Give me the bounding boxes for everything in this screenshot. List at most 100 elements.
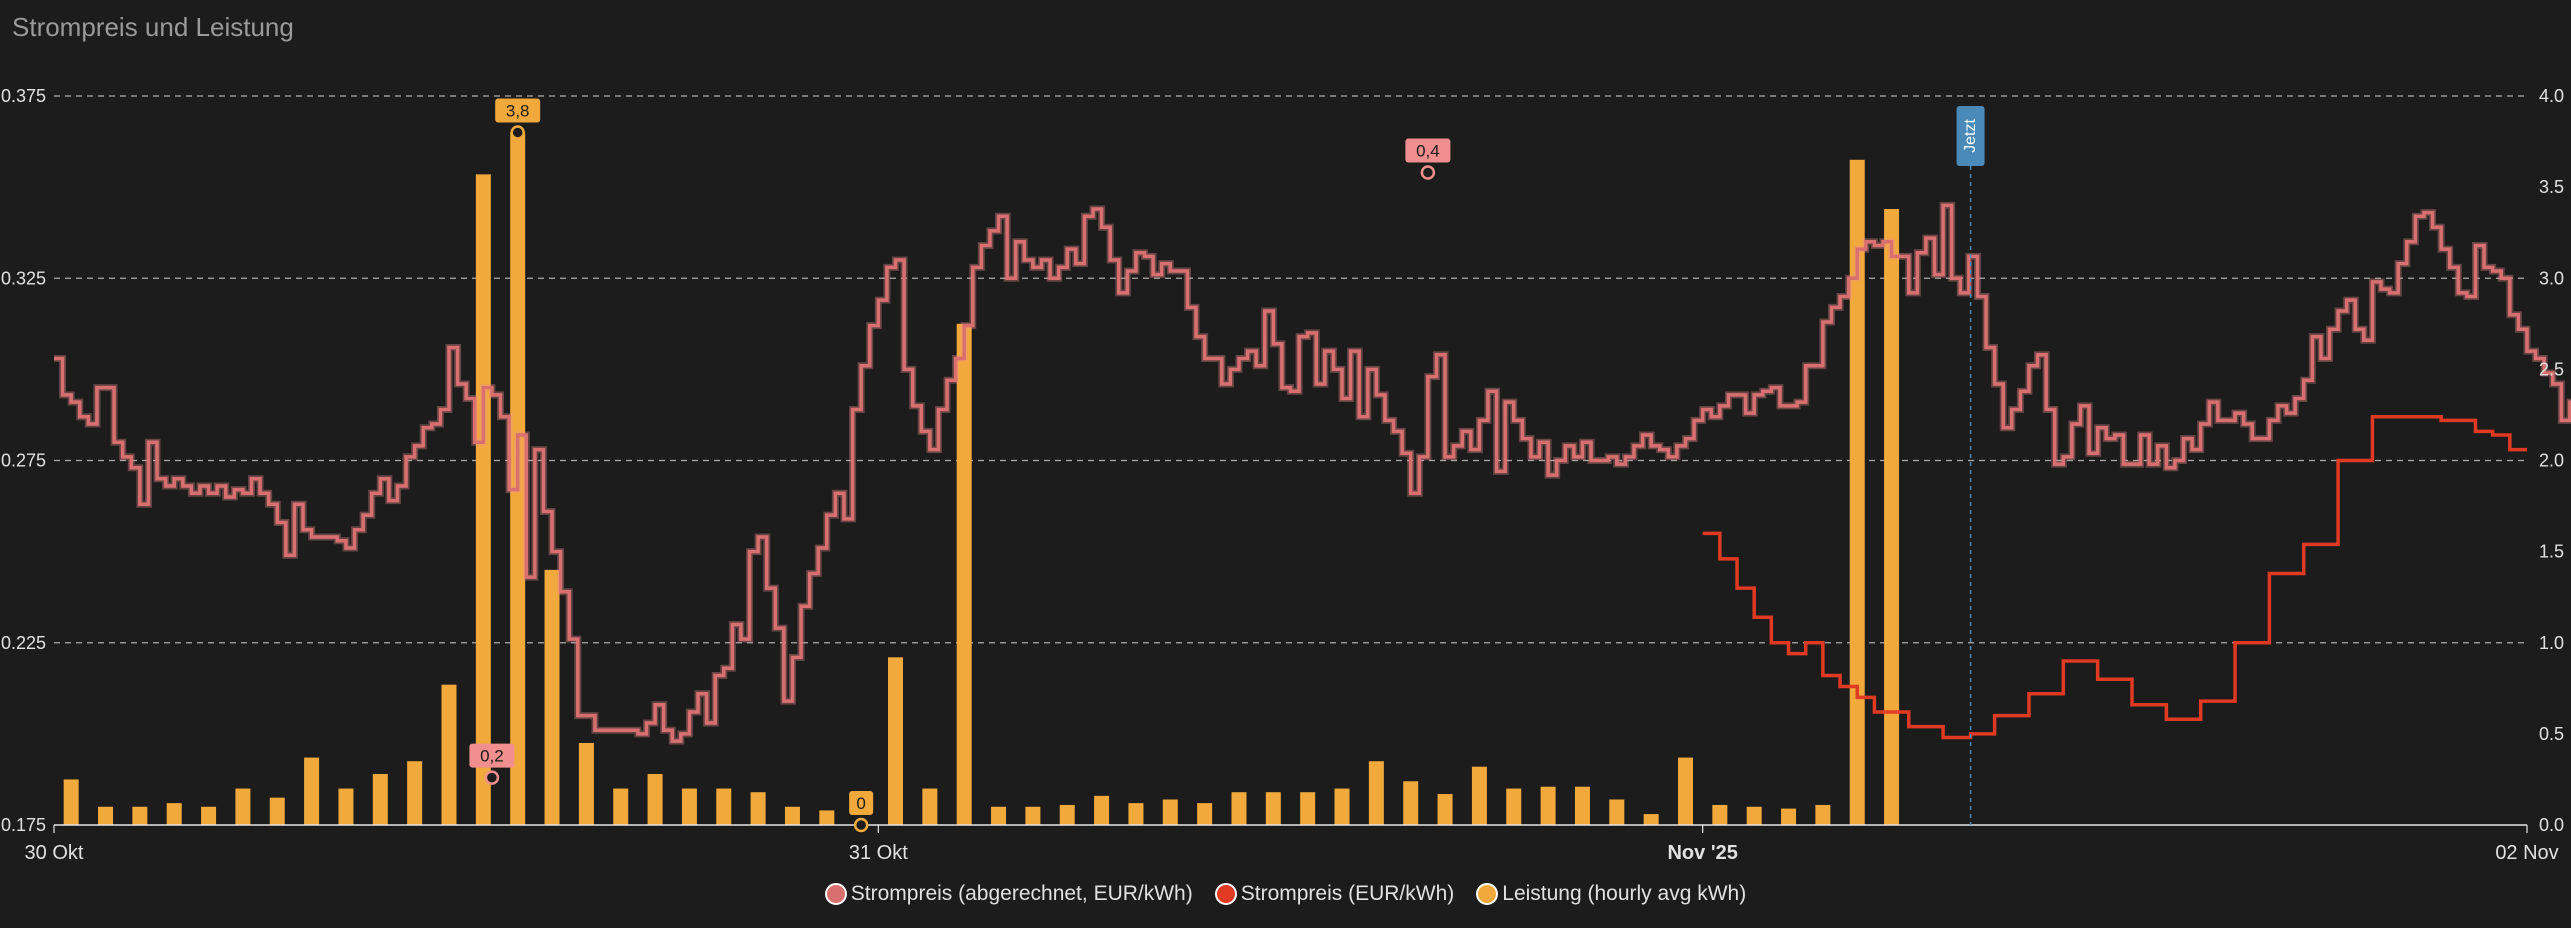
legend-item-power[interactable]: Leistung (hourly avg kWh) — [1476, 882, 1746, 906]
power-bar — [98, 806, 114, 825]
power-bar — [1300, 792, 1316, 825]
power-bar — [1540, 786, 1556, 825]
power-bar — [407, 761, 423, 825]
annotation-badge — [1405, 138, 1451, 163]
legend-dot-price-billed — [824, 883, 847, 905]
power-bar — [372, 773, 388, 825]
power-bar — [63, 779, 79, 825]
legend-label-price: Strompreis (EUR/kWh) — [1240, 882, 1455, 905]
annotation-label: 0,2 — [480, 747, 504, 766]
power-bar — [1368, 761, 1384, 825]
power-bar — [956, 323, 972, 825]
price-line-path — [1702, 415, 2527, 740]
power-bar — [1643, 814, 1659, 825]
annotation-point — [510, 125, 525, 140]
price-power-chart[interactable]: 0.175 0.225 0.275 0.325 0.375 0.0 0.5 1.0 1.5 2.0… — [0, 0, 2571, 880]
y-left-tick-label: 0.175 — [1, 815, 46, 835]
power-bar — [1128, 803, 1144, 825]
y-right-tick-label: 2.5 — [2539, 359, 2564, 379]
power-bar — [1197, 803, 1213, 825]
power-bar — [1712, 804, 1728, 825]
power-bar — [1437, 794, 1453, 825]
power-bar — [750, 792, 766, 825]
price-line — [1702, 415, 2527, 740]
power-bar — [1884, 208, 1900, 825]
power-bar — [1162, 799, 1178, 825]
x-tick-label: 02 Nov — [2495, 842, 2558, 864]
power-bar — [338, 788, 354, 825]
now-label: Jetzt — [1962, 119, 1979, 153]
legend-item-price-billed[interactable]: Strompreis (abgerechnet, EUR/kWh) — [824, 882, 1193, 906]
power-bar — [716, 788, 732, 825]
power-bar — [1677, 757, 1693, 825]
y-right-tick-label: 2.0 — [2539, 451, 2564, 471]
annotation-point — [853, 817, 869, 833]
y-right-tick-label: 4.0 — [2539, 86, 2564, 106]
annotation-badge — [849, 791, 874, 815]
annotations: 3,8 0 0,4 0,2 — [469, 98, 1451, 833]
chart-legend: Strompreis (abgerechnet, EUR/kWh) Stromp… — [0, 882, 2571, 906]
power-bar — [1025, 806, 1041, 825]
power-bar — [166, 803, 182, 825]
y-left-tick-label: 0.375 — [1, 86, 46, 106]
power-bar — [304, 757, 320, 825]
y-right-tick-label: 1.0 — [2539, 633, 2564, 653]
power-bar — [1609, 799, 1625, 825]
power-bar — [819, 810, 835, 825]
y-right-tick-label: 0.0 — [2539, 815, 2564, 835]
power-bar — [991, 806, 1007, 825]
power-bar — [1781, 808, 1797, 825]
power-bar — [1094, 795, 1110, 825]
power-bar — [1574, 786, 1590, 825]
power-bar — [1231, 792, 1247, 825]
x-tick-label: 31 Okt — [849, 842, 908, 864]
power-bar — [888, 657, 904, 825]
power-bar — [1471, 766, 1487, 825]
annotation-badge — [469, 743, 515, 768]
axes: 0.175 0.225 0.275 0.325 0.375 0.0 0.5 1.0 1.5 2.0… — [1, 86, 2564, 864]
power-bar — [1059, 804, 1075, 825]
power-bar — [578, 742, 594, 825]
annotation-point — [1420, 165, 1436, 180]
x-tick-label: 30 Okt — [25, 842, 84, 864]
y-right-tick-label: 1.5 — [2539, 542, 2564, 562]
power-bar — [132, 806, 148, 825]
power-bar — [1265, 792, 1281, 825]
power-bar — [922, 788, 938, 825]
power-bar — [1403, 781, 1419, 825]
legend-label-price-billed: Strompreis (abgerechnet, EUR/kWh) — [850, 882, 1193, 905]
power-bar — [1746, 806, 1762, 825]
legend-label-power: Leistung (hourly avg kWh) — [1502, 882, 1747, 905]
y-right-tick-label: 0.5 — [2539, 724, 2564, 744]
price-billed-line — [54, 201, 2571, 745]
y-right-tick-label: 3.0 — [2539, 268, 2564, 288]
power-bar — [1815, 804, 1831, 825]
legend-item-price[interactable]: Strompreis (EUR/kWh) — [1214, 882, 1455, 906]
price-billed-line-glow — [54, 201, 2571, 745]
y-right-tick-label: 3.5 — [2539, 177, 2564, 197]
annotation-point — [484, 770, 500, 785]
annotation-label: 0,4 — [1416, 142, 1440, 161]
power-bar — [1849, 159, 1865, 826]
power-bar — [235, 788, 251, 825]
y-left-tick-label: 0.325 — [1, 268, 46, 288]
power-bar — [201, 806, 217, 825]
power-bar — [613, 788, 629, 825]
price-billed-line-path — [54, 203, 2571, 743]
legend-dot-price — [1214, 883, 1237, 905]
power-bar — [475, 174, 491, 825]
y-left-tick-label: 0.225 — [1, 633, 46, 653]
annotation-label: 3,8 — [506, 101, 530, 120]
power-bars — [63, 132, 1900, 826]
annotation-badge — [495, 98, 541, 123]
power-bar — [784, 806, 800, 825]
annotation-label: 0 — [856, 794, 865, 813]
y-left-tick-label: 0.275 — [1, 451, 46, 471]
x-tick-label: Nov '25 — [1667, 842, 1737, 864]
power-bar — [1506, 788, 1522, 825]
power-bar — [1334, 788, 1350, 825]
grid-lines — [54, 95, 2527, 644]
power-bar — [269, 797, 285, 825]
card-title: Strompreis und Leistung — [12, 12, 294, 42]
power-bar — [647, 773, 663, 825]
